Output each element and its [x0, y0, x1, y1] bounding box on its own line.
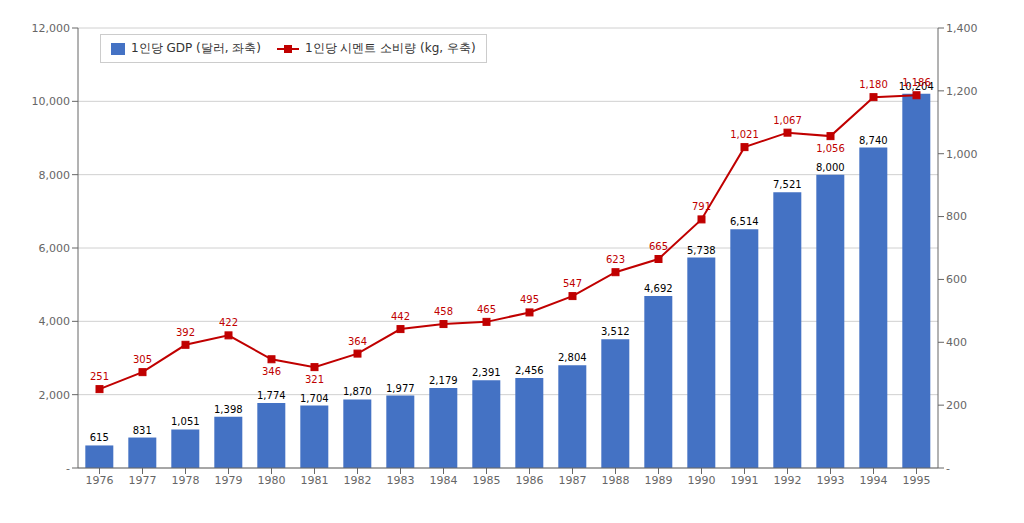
svg-text:1,400: 1,400	[946, 22, 978, 35]
html-text:1인당 시멘트 소비량 (kg, 우축): 1인당 시멘트 소비량 (kg, 우축)	[305, 41, 476, 55]
svg-text:4,692: 4,692	[644, 283, 673, 294]
svg-text:392: 392	[176, 327, 195, 338]
svg-text:200: 200	[946, 399, 967, 412]
svg-text:623: 623	[606, 254, 625, 265]
svg-text:1984: 1984	[430, 474, 458, 487]
svg-text:495: 495	[520, 294, 539, 305]
svg-text:1977: 1977	[129, 474, 157, 487]
svg-text:1,067: 1,067	[773, 115, 802, 126]
svg-text:1994: 1994	[860, 474, 888, 487]
svg-text:1,704: 1,704	[300, 393, 329, 404]
svg-text:422: 422	[219, 317, 238, 328]
svg-text:1982: 1982	[344, 474, 372, 487]
svg-text:791: 791	[692, 201, 711, 212]
svg-text:800: 800	[946, 210, 967, 223]
svg-text:465: 465	[477, 304, 496, 315]
svg-text:665: 665	[649, 241, 668, 252]
svg-text:831: 831	[133, 425, 152, 436]
svg-text:8,000: 8,000	[39, 169, 71, 182]
svg-text:1983: 1983	[387, 474, 415, 487]
svg-text:8,000: 8,000	[816, 162, 845, 173]
svg-text:1989: 1989	[645, 474, 673, 487]
svg-text:547: 547	[563, 278, 582, 289]
svg-text:-: -	[66, 462, 70, 475]
svg-text:1987: 1987	[559, 474, 587, 487]
svg-text:1992: 1992	[774, 474, 802, 487]
svg-text:12,000: 12,000	[32, 22, 71, 35]
svg-text:1991: 1991	[731, 474, 759, 487]
svg-text:1978: 1978	[172, 474, 200, 487]
svg-text:3,512: 3,512	[601, 326, 630, 337]
svg-text:458: 458	[434, 306, 453, 317]
svg-text:615: 615	[90, 432, 109, 443]
svg-text:2,391: 2,391	[472, 367, 501, 378]
svg-text:6,514: 6,514	[730, 216, 759, 227]
svg-text:1,870: 1,870	[343, 386, 372, 397]
svg-text:2,000: 2,000	[39, 389, 71, 402]
svg-text:400: 400	[946, 336, 967, 349]
svg-text:1,398: 1,398	[214, 404, 243, 415]
svg-text:346: 346	[262, 366, 281, 377]
svg-text:7,521: 7,521	[773, 179, 802, 190]
svg-text:442: 442	[391, 311, 410, 322]
svg-text:1990: 1990	[688, 474, 716, 487]
svg-text:1,051: 1,051	[171, 416, 200, 427]
svg-text:2,456: 2,456	[515, 365, 544, 376]
svg-text:6,000: 6,000	[39, 242, 71, 255]
svg-text:1,180: 1,180	[859, 79, 888, 90]
svg-text:4,000: 4,000	[39, 315, 71, 328]
svg-text:1,977: 1,977	[386, 383, 415, 394]
svg-text:364: 364	[348, 336, 367, 347]
svg-text:10,000: 10,000	[32, 95, 71, 108]
svg-text:1,000: 1,000	[946, 148, 978, 161]
svg-text:2,179: 2,179	[429, 375, 458, 386]
svg-text:600: 600	[946, 273, 967, 286]
svg-text:1,056: 1,056	[816, 143, 845, 154]
svg-text:1985: 1985	[473, 474, 501, 487]
html-text:1인당 GDP (달러, 좌축): 1인당 GDP (달러, 좌축)	[131, 41, 261, 55]
svg-text:321: 321	[305, 374, 324, 385]
svg-text:1,774: 1,774	[257, 390, 286, 401]
svg-text:1995: 1995	[903, 474, 931, 487]
svg-text:8,740: 8,740	[859, 135, 888, 146]
svg-text:5,738: 5,738	[687, 245, 716, 256]
svg-text:1,186: 1,186	[902, 77, 931, 88]
svg-text:1988: 1988	[602, 474, 630, 487]
svg-text:1980: 1980	[258, 474, 286, 487]
svg-text:305: 305	[133, 354, 152, 365]
svg-text:1986: 1986	[516, 474, 544, 487]
svg-text:1993: 1993	[817, 474, 845, 487]
svg-text:1976: 1976	[86, 474, 114, 487]
svg-text:-: -	[946, 462, 950, 475]
svg-text:251: 251	[90, 371, 109, 382]
svg-text:2,804: 2,804	[558, 352, 587, 363]
svg-text:1,200: 1,200	[946, 85, 978, 98]
svg-text:1,021: 1,021	[730, 129, 759, 140]
svg-text:1981: 1981	[301, 474, 329, 487]
svg-text:1979: 1979	[215, 474, 243, 487]
